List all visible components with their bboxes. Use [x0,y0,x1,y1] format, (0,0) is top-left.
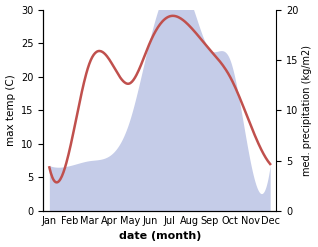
Y-axis label: max temp (C): max temp (C) [5,74,16,146]
Y-axis label: med. precipitation (kg/m2): med. precipitation (kg/m2) [302,45,313,176]
X-axis label: date (month): date (month) [119,231,201,242]
